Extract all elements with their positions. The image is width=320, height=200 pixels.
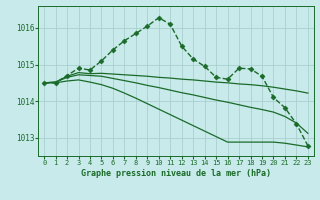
- X-axis label: Graphe pression niveau de la mer (hPa): Graphe pression niveau de la mer (hPa): [81, 169, 271, 178]
